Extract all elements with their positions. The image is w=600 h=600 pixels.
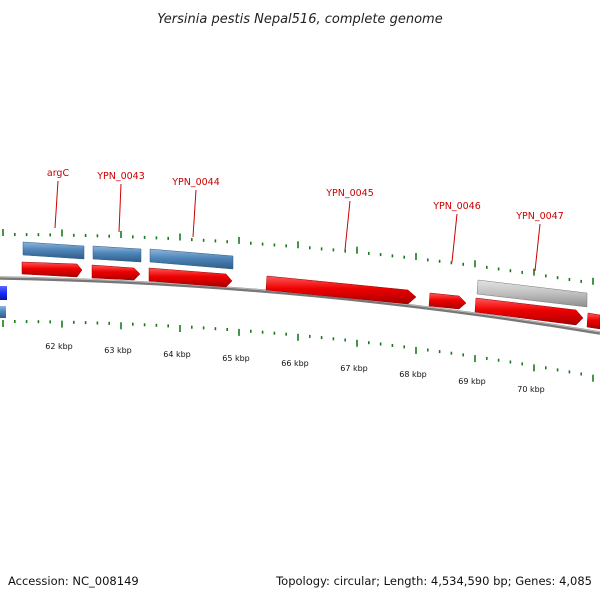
label-leader-line xyxy=(534,223,541,272)
cds-feature-ypn-0044[interactable] xyxy=(148,267,233,288)
tick-label: 65 kbp xyxy=(222,354,250,363)
cds-feature-partial[interactable] xyxy=(586,312,600,330)
label-leader-line xyxy=(118,183,122,233)
gene-label-ypn-0046[interactable]: YPN_0046 xyxy=(432,201,481,212)
accession-label: Accession: NC_008149 xyxy=(8,574,139,588)
tick-label: 68 kbp xyxy=(399,370,427,379)
tick-label: 70 kbp xyxy=(517,385,545,394)
gene-label-argc[interactable]: argC xyxy=(47,168,70,179)
gene-feature-ypn-0044[interactable] xyxy=(149,248,234,270)
gene-label-ypn-0047[interactable]: YPN_0047 xyxy=(515,211,564,222)
genome-summary: Topology: circular; Length: 4,534,590 bp… xyxy=(275,574,592,588)
gene-track xyxy=(22,241,588,308)
pseudogene-feature-ypn-0047[interactable] xyxy=(476,279,588,308)
cds-feature-ypn-0046[interactable] xyxy=(428,292,467,310)
tick-label: 63 kbp xyxy=(104,346,132,355)
label-leader-line xyxy=(192,189,197,238)
rna-feature xyxy=(0,286,7,300)
tick-label: 69 kbp xyxy=(458,377,486,386)
gene-label-ypn-0043[interactable]: YPN_0043 xyxy=(96,171,145,182)
gene-label-ypn-0044[interactable]: YPN_0044 xyxy=(171,177,220,188)
cds-feature-ypn-0047[interactable] xyxy=(474,297,584,326)
map-title: Yersinia pestis Nepal516, complete genom… xyxy=(157,12,442,27)
cds-feature-ypn-0045[interactable] xyxy=(265,275,417,305)
gene-labels: argC YPN_0043 YPN_0044 YPN_0045 YPN_0046… xyxy=(47,168,564,272)
tick-label: 64 kbp xyxy=(163,350,191,359)
tick-label: 67 kbp xyxy=(340,364,368,373)
lower-tick-row xyxy=(2,320,594,382)
tick-label: 62 kbp xyxy=(45,342,73,351)
label-leader-line xyxy=(54,180,59,229)
upper-tick-row xyxy=(2,229,594,285)
cds-feature-ypn-0043[interactable] xyxy=(91,264,141,281)
genome-backbone xyxy=(0,276,600,335)
label-leader-line xyxy=(344,200,351,251)
label-leader-line xyxy=(451,213,458,263)
gene-label-ypn-0045[interactable]: YPN_0045 xyxy=(325,188,374,199)
tick-label: 66 kbp xyxy=(281,359,309,368)
cds-track xyxy=(21,261,600,330)
gene-feature-ypn-0043[interactable] xyxy=(92,245,142,263)
gene-feature-argc[interactable] xyxy=(22,241,85,260)
rna-feature-lower xyxy=(0,306,6,318)
cds-feature-argc[interactable] xyxy=(21,261,83,278)
